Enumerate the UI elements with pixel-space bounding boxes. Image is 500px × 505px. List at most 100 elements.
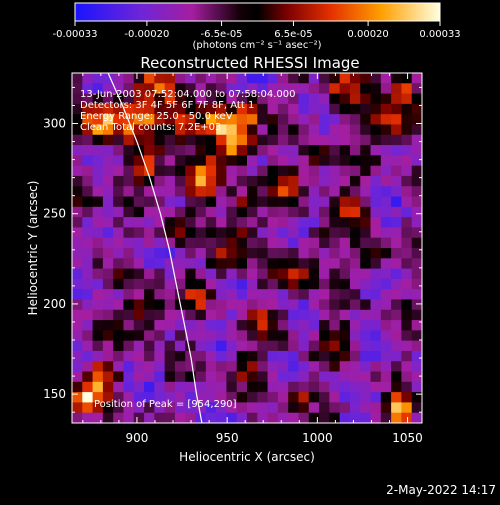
heatmap-cell <box>102 196 114 208</box>
heatmap-cell <box>102 371 114 383</box>
heatmap-cell <box>236 299 248 311</box>
heatmap-cell <box>102 175 114 187</box>
heatmap-cell <box>349 124 361 136</box>
heatmap-cell <box>123 227 135 239</box>
heatmap-cell <box>401 278 413 290</box>
heatmap-cell <box>195 278 207 290</box>
heatmap-cell <box>308 361 320 373</box>
heatmap-cell <box>102 145 114 156</box>
heatmap-cell <box>113 412 125 423</box>
y-tick-label: 300 <box>43 117 66 131</box>
plot-frame <box>71 72 423 424</box>
heatmap-cell <box>349 381 361 393</box>
heatmap-cell <box>298 289 310 301</box>
heatmap-cell <box>277 227 289 239</box>
info-clean-counts: Clean Total counts: 7.2E+03 <box>80 122 221 133</box>
heatmap-cell <box>391 371 403 383</box>
heatmap-cell <box>226 330 238 342</box>
heatmap-cell <box>154 227 166 239</box>
heatmap-cell <box>92 145 104 156</box>
heatmap-cell <box>164 73 176 84</box>
heatmap-cell <box>123 289 135 301</box>
heatmap-cell <box>144 124 155 136</box>
heatmap-cell <box>205 330 217 342</box>
heatmap-cell <box>164 83 176 95</box>
heatmap-cell <box>164 289 176 301</box>
heatmap-cell <box>349 361 361 373</box>
heatmap-cell <box>288 73 300 84</box>
heatmap-cell <box>370 268 382 280</box>
heatmap-cell <box>174 392 186 404</box>
heatmap-cell <box>113 217 125 229</box>
heatmap-cell <box>113 248 125 259</box>
heatmap-cell <box>236 114 248 126</box>
heatmap-cell <box>226 381 238 393</box>
heatmap-cell <box>411 278 422 290</box>
heatmap-cell <box>247 73 258 84</box>
heatmap-cell <box>391 289 403 301</box>
heatmap-cell <box>370 278 382 290</box>
heatmap-cell <box>401 268 413 280</box>
colorbar-ticks: -0.00033 -0.00020 -6.5e-05 6.5e-05 0.00020 0.… <box>53 21 461 40</box>
heatmap-cell <box>401 412 413 423</box>
heatmap-cell <box>247 134 258 146</box>
heatmap-cell <box>205 268 217 280</box>
heatmap-cell <box>360 381 372 393</box>
heatmap-cell <box>154 186 166 198</box>
heatmap-cell <box>277 330 289 342</box>
heatmap-cell <box>102 165 114 177</box>
heatmap-cell <box>123 309 135 321</box>
heatmap-cell <box>92 371 104 383</box>
heatmap-cell <box>164 155 176 167</box>
heatmap-cell <box>308 227 320 239</box>
heatmap-cell <box>102 114 114 126</box>
heatmap-cell <box>329 155 341 167</box>
heatmap-cell <box>411 320 422 331</box>
heatmap-cell <box>174 309 186 321</box>
heatmap-cell <box>164 340 176 352</box>
heatmap-cell <box>319 206 330 218</box>
heatmap-cell <box>370 289 382 301</box>
y-axis-label: Heliocentric Y (arcsec) <box>26 181 40 316</box>
heatmap-cell <box>360 73 372 84</box>
heatmap-cell <box>226 402 238 414</box>
heatmap-cell <box>144 145 155 156</box>
heatmap-cell <box>195 196 207 208</box>
heatmap-cell <box>195 402 207 414</box>
heatmap-cell <box>144 381 155 393</box>
heatmap-cell <box>154 93 166 105</box>
heatmap-cell <box>226 258 238 270</box>
heatmap-cell <box>133 361 145 373</box>
heatmap-cell <box>144 83 155 95</box>
heatmap-cell <box>329 289 341 301</box>
heatmap-cell <box>102 299 114 311</box>
heatmap-cell <box>133 412 145 423</box>
heatmap-cell <box>360 392 372 404</box>
heatmap-cell <box>339 103 351 115</box>
heatmap-cell <box>174 278 186 290</box>
heatmap-cell <box>401 340 413 352</box>
heatmap-cell <box>401 206 413 218</box>
heatmap-cell <box>164 330 176 342</box>
heatmap-cell <box>195 217 207 229</box>
heatmap-cell <box>391 145 403 156</box>
heatmap-cell <box>195 350 207 362</box>
solar-limb-curve <box>107 73 203 423</box>
heatmap-cell <box>319 392 330 404</box>
heatmap-cell <box>380 155 392 167</box>
heatmap-cell <box>298 299 310 311</box>
heatmap-cell <box>144 248 155 259</box>
heatmap-cell <box>113 361 125 373</box>
heatmap-cell <box>319 258 330 270</box>
heatmap-cell <box>205 165 217 177</box>
heatmap-cell <box>123 73 135 84</box>
heatmap-cell <box>411 309 422 321</box>
heatmap-cell <box>370 309 382 321</box>
heatmap-cell <box>133 227 145 239</box>
heatmap-cell <box>174 165 186 177</box>
heatmap-cell <box>329 340 341 352</box>
heatmap-cell <box>401 124 413 136</box>
heatmap-cell <box>298 186 310 198</box>
heatmap-cell <box>216 196 228 208</box>
heatmap-cell <box>257 412 269 423</box>
